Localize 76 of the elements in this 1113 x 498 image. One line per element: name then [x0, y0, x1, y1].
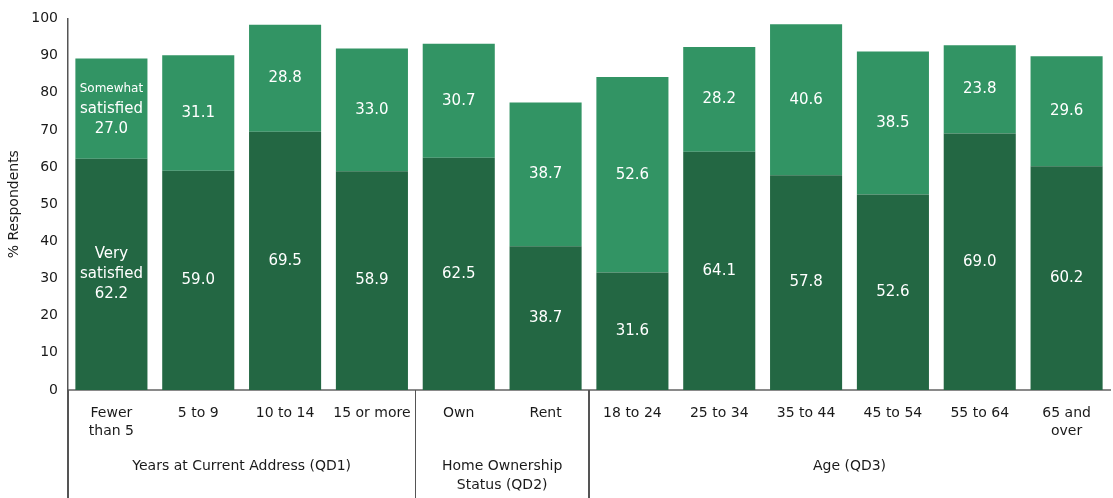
bar	[422, 43, 495, 158]
bar	[770, 24, 843, 176]
x-tick-label: Rent	[529, 403, 563, 420]
x-tick-label: 65 and over	[1042, 403, 1091, 438]
x-tick-label: 55 to 64	[950, 403, 1010, 420]
y-tick-label: 100	[31, 9, 58, 26]
data-label: 33.0	[355, 99, 389, 118]
data-label: 31.6	[615, 321, 650, 340]
text: Years at Current Address (QD1)	[131, 456, 352, 473]
bar	[683, 47, 756, 152]
bar	[422, 157, 495, 390]
data-label: 28.8	[268, 68, 302, 87]
text: Home Ownership Status (QD2)	[441, 456, 563, 492]
bar	[683, 151, 756, 390]
data-label: 28.2	[702, 89, 736, 108]
bar	[335, 48, 408, 172]
data-label: 69.5	[268, 250, 302, 269]
x-tick-label: 35 to 44	[776, 403, 836, 420]
y-tick-label: 40	[40, 232, 58, 248]
x-tick-label: 15 or more	[333, 403, 411, 420]
bar	[509, 102, 582, 247]
bar	[335, 171, 408, 390]
data-label: 62.2	[94, 284, 129, 303]
y-tick-label: 70	[40, 120, 58, 137]
data-label: 29.6	[1049, 101, 1084, 120]
data-label: 38.5	[876, 112, 910, 131]
data-label: 52.6	[876, 282, 910, 301]
x-tick-label: 18 to 24	[603, 403, 662, 420]
bar	[596, 77, 669, 273]
data-label: 57.8	[789, 272, 823, 291]
y-tick-label: 80	[40, 83, 58, 100]
text: Age (QD3)	[812, 456, 887, 473]
bar	[162, 170, 235, 390]
bar	[770, 175, 843, 390]
bar	[1030, 166, 1103, 390]
x-tick-label: 25 to 34	[689, 403, 749, 420]
data-label: 40.6	[789, 89, 823, 108]
y-tick-label: 90	[40, 46, 58, 63]
y-tick-label: 60	[40, 157, 58, 174]
bar	[249, 24, 322, 132]
bar	[162, 55, 235, 171]
bar	[943, 133, 1016, 390]
bar	[1030, 56, 1103, 167]
y-tick-label: 30	[40, 269, 58, 286]
data-label: 59.0	[181, 270, 215, 289]
bar	[75, 158, 148, 390]
series-label: Very satisfied	[79, 244, 143, 283]
y-tick-label: 10	[40, 343, 58, 360]
bar	[249, 131, 322, 390]
bar	[596, 272, 669, 390]
x-tick-label: Fewer than 5	[88, 403, 134, 438]
bar	[943, 45, 1016, 134]
x-tick-label: Own	[443, 403, 475, 420]
series-label: Somewhat satisfied	[79, 80, 144, 117]
data-label: 38.7	[528, 307, 563, 326]
y-axis-title: % Respondents	[5, 150, 22, 259]
y-tick-label: 0	[49, 380, 58, 397]
bar	[509, 246, 582, 390]
data-label: 58.9	[355, 270, 389, 289]
data-label: 69.0	[963, 251, 997, 270]
data-label: 38.7	[528, 164, 563, 183]
data-label: 31.1	[181, 102, 215, 121]
x-tick-label: 45 to 54	[863, 403, 923, 420]
data-label: 23.8	[963, 79, 997, 98]
bar	[856, 194, 929, 390]
y-tick-label: 20	[40, 306, 58, 323]
y-tick-label: 50	[40, 194, 58, 211]
x-tick-label: 5 to 9	[177, 403, 219, 420]
data-label: 60.2	[1049, 268, 1084, 287]
data-label: 64.1	[702, 260, 736, 279]
x-tick-label: 10 to 14	[255, 403, 315, 420]
data-label: 27.0	[94, 118, 129, 137]
bar	[856, 51, 929, 195]
data-label: 62.5	[442, 263, 476, 282]
data-label: 52.6	[615, 164, 650, 183]
data-label: 30.7	[442, 90, 476, 109]
